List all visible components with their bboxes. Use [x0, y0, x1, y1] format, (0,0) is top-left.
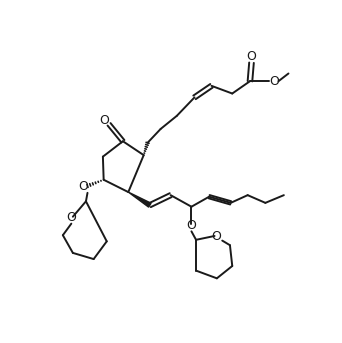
Text: O: O — [186, 219, 196, 232]
Text: O: O — [211, 230, 221, 243]
Text: O: O — [269, 75, 279, 88]
Text: O: O — [66, 211, 76, 224]
Text: O: O — [79, 180, 89, 193]
Polygon shape — [128, 192, 151, 207]
Text: O: O — [247, 50, 256, 63]
Text: O: O — [100, 114, 109, 127]
